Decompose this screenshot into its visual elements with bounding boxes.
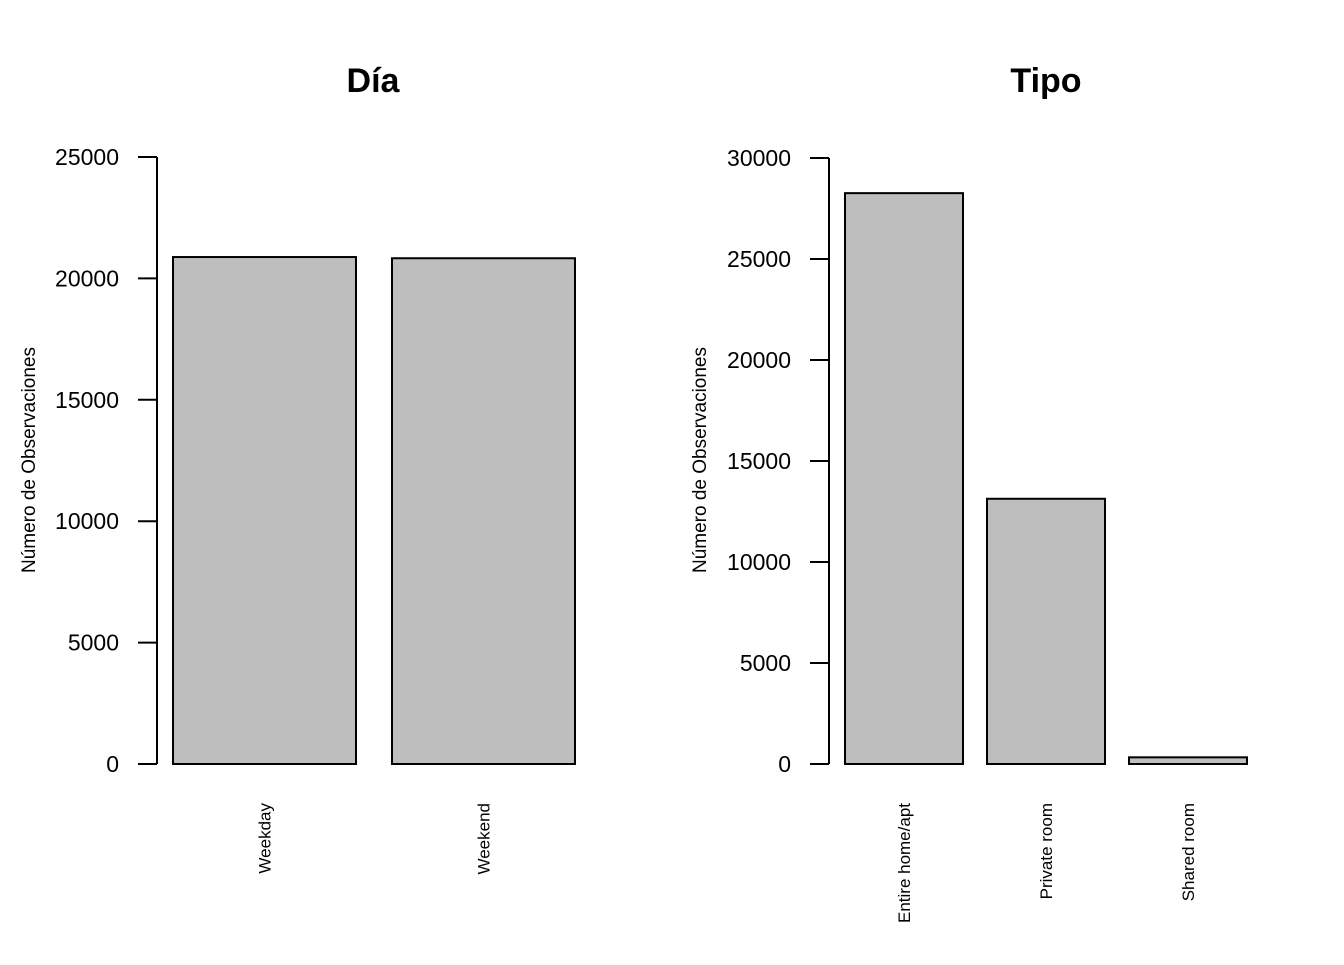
y-tick-label: 30000 (727, 145, 791, 171)
y-tick-label: 15000 (727, 448, 791, 474)
bar-private-room (986, 497, 1106, 765)
bar-weekday (172, 256, 357, 765)
chart-panel-tipo: Tipo Número de Observaciones 0 5000 10000 1… (690, 62, 1248, 923)
bar-shared-room (1128, 756, 1248, 765)
x-tick-labels: Weekday Weekend (256, 803, 494, 875)
y-axis: 0 5000 10000 15000 20000 25000 (55, 144, 158, 777)
y-tick-label: 10000 (727, 549, 791, 575)
chart-title: Día (347, 62, 401, 100)
y-tick-label: 0 (106, 751, 119, 777)
y-axis-label: Número de Observaciones (690, 347, 711, 573)
x-tick-label: Entire home/apt (895, 803, 914, 923)
y-tick-label: 5000 (740, 650, 791, 676)
chart-title: Tipo (1010, 62, 1081, 100)
x-tick-labels: Entire home/apt Private room Shared room (895, 803, 1198, 923)
bars-group (172, 256, 576, 765)
bars-group (844, 192, 1248, 765)
y-tick-label: 25000 (727, 246, 791, 272)
y-tick-label: 20000 (55, 265, 119, 291)
y-tick-label: 0 (778, 751, 791, 777)
x-tick-label: Weekday (256, 803, 275, 874)
y-tick-label: 10000 (55, 508, 119, 534)
y-tick-label: 20000 (727, 347, 791, 373)
y-tick-label: 15000 (55, 387, 119, 413)
y-axis-label: Número de Observaciones (19, 347, 40, 573)
y-tick-label: 5000 (68, 630, 119, 656)
y-axis: 0 5000 10000 15000 20000 25000 30000 (727, 145, 830, 777)
bar-weekend (391, 257, 576, 765)
x-tick-label: Weekend (475, 803, 494, 875)
y-tick-label: 25000 (55, 144, 119, 170)
x-tick-label: Shared room (1179, 803, 1198, 901)
bar-entire-home-apt (844, 192, 964, 765)
chart-panel-dia: Día Número de Observaciones 0 5000 10000 15… (19, 62, 576, 875)
x-tick-label: Private room (1037, 803, 1056, 899)
